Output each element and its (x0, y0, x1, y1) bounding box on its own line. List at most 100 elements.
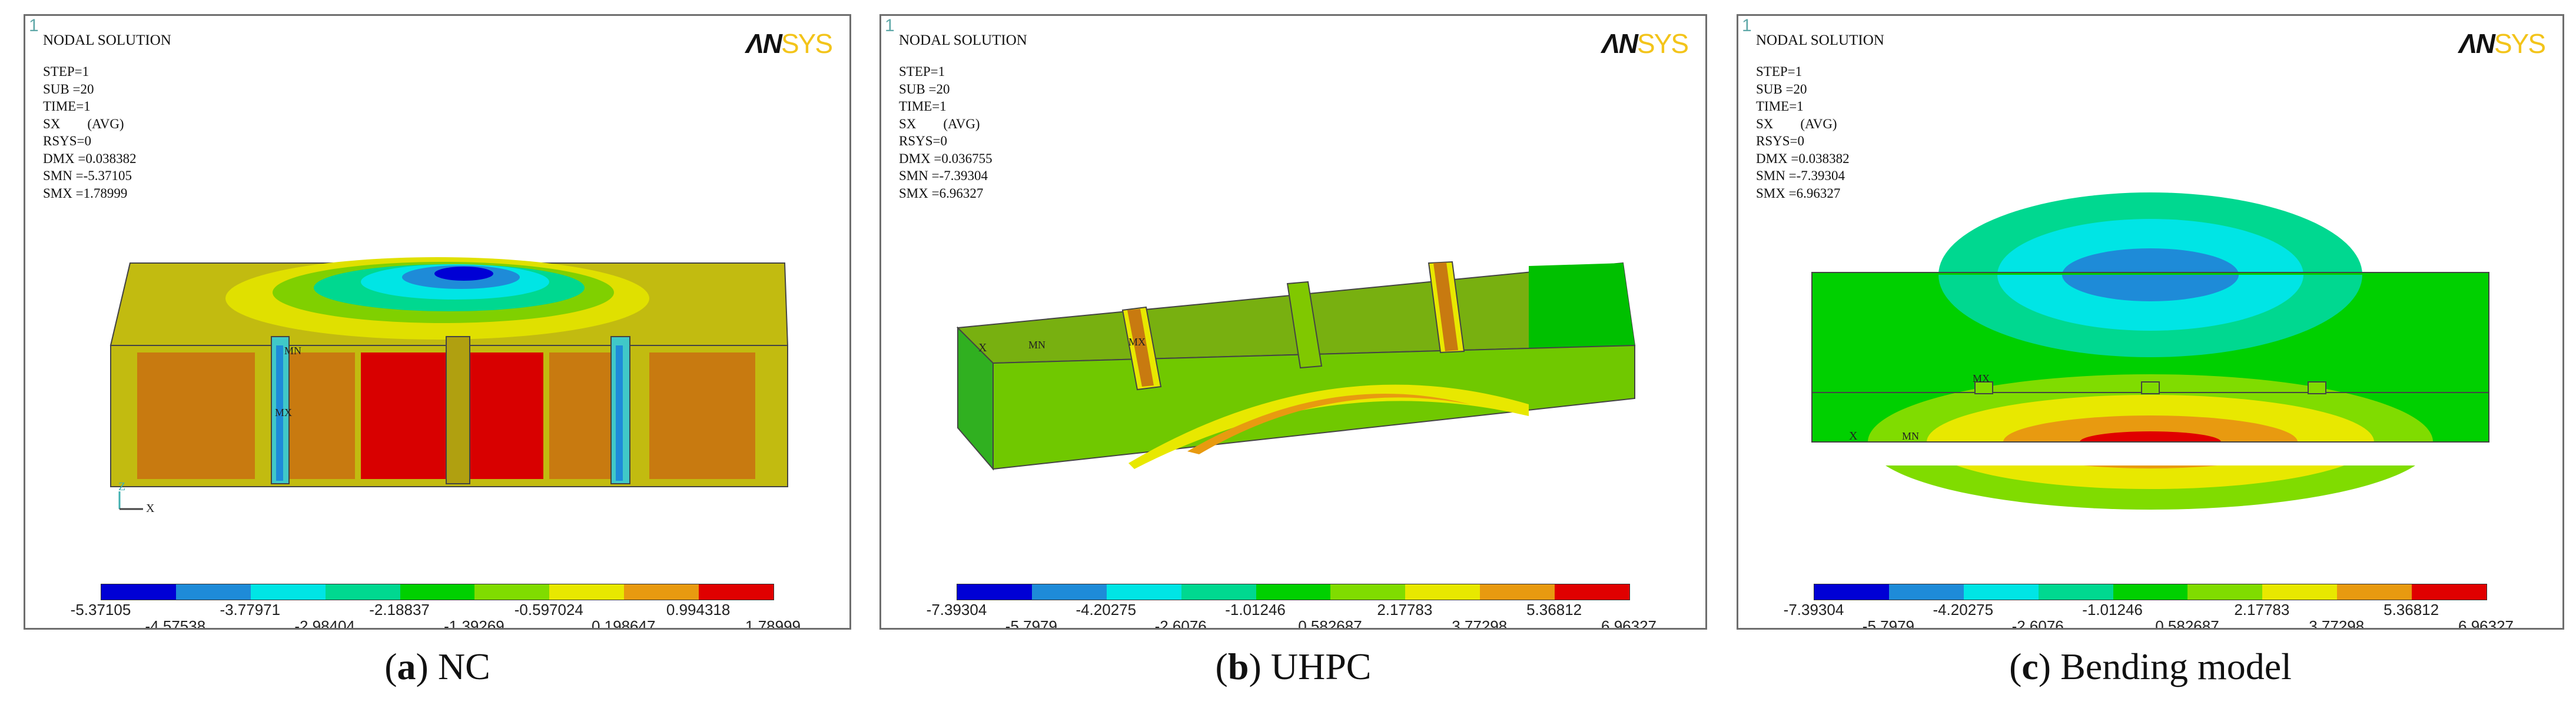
window-number: 1 (1742, 16, 1752, 35)
color-scale-tick-label: -2.6076 (2011, 617, 2064, 630)
dmx-text: DMX =0.036755 (899, 151, 992, 166)
panel-nc: MN MX Z X 1 NODAL SOLUTION STEP=1 SUB =2… (24, 14, 851, 630)
color-scale-segment (2412, 584, 2487, 600)
color-scale-segment (1330, 584, 1406, 600)
color-scale-tick-label: 5.36812 (1526, 601, 1582, 618)
sub-text: SUB =20 (43, 81, 94, 97)
solution-title: NODAL SOLUTION (1756, 32, 1884, 48)
rsys-text: RSYS=0 (899, 134, 948, 148)
color-scale-tick-label: -5.7979 (1005, 617, 1057, 630)
color-scale-segment (1555, 584, 1630, 600)
color-scale-segment (1031, 584, 1107, 600)
color-scale-tick-label: 6.96327 (1601, 617, 1657, 630)
color-scale-tick-label: 1.78999 (745, 617, 801, 630)
panel-bending-model: MX MN X 1 NODAL SOLUTION STEP=1 SUB =20 … (1737, 14, 2564, 630)
step-text: STEP=1 (899, 64, 945, 79)
z-axis-label: Z (118, 480, 125, 493)
nc-beam-model: MN MX Z X (109, 257, 789, 515)
color-scale-segment (699, 584, 774, 600)
color-scale-segment (2262, 584, 2338, 600)
mx-marker: MX (1973, 373, 1990, 384)
solution-title: NODAL SOLUTION (43, 32, 171, 48)
sx-text: SX (AVG) (1756, 116, 1837, 131)
color-scale-tick-label: -5.7979 (1862, 617, 1914, 630)
x-axis-label: X (978, 341, 987, 354)
smx-text: SMX =6.96327 (1756, 185, 1841, 201)
rsys-text: RSYS=0 (1756, 134, 1805, 148)
color-scale-tick-label: 6.96327 (2458, 617, 2514, 630)
color-scale-segment (624, 584, 699, 600)
color-scale-tick-label: -1.01246 (1225, 601, 1286, 618)
color-scale-tick-label: 3.77298 (2309, 617, 2365, 630)
color-scale-segment (1106, 584, 1181, 600)
color-scale-tick-label: 2.17783 (2234, 601, 2290, 618)
color-scale-segment (1814, 584, 1889, 600)
color-scale-segment (2337, 584, 2412, 600)
smn-text: SMN =-5.37105 (43, 168, 132, 183)
color-scale-segment (2187, 584, 2263, 600)
bending-beam-model: MX MN X (1811, 192, 2489, 510)
window-number: 1 (885, 16, 895, 35)
color-scale-tick-label: -2.18837 (369, 601, 430, 618)
time-text: TIME=1 (1756, 99, 1804, 114)
color-scale-segment (101, 584, 176, 600)
color-scale-tick-label: -4.20275 (1933, 601, 1994, 618)
color-scale-tick-label: -0.597024 (514, 601, 583, 618)
sub-text: SUB =20 (899, 81, 950, 97)
color-scale-segment (549, 584, 625, 600)
sx-text: SX (AVG) (899, 116, 980, 131)
ansys-logo: ΛNSYS (1602, 28, 1689, 59)
sx-text: SX (AVG) (43, 116, 124, 131)
mn-marker: MN (1028, 339, 1045, 351)
color-scale-tick-label: -4.57538 (145, 617, 206, 630)
step-text: STEP=1 (1756, 64, 1802, 79)
x-axis-label: X (1849, 430, 1858, 443)
color-scale-tick-label: 5.36812 (2384, 601, 2439, 618)
smn-text: SMN =-7.39304 (899, 168, 988, 183)
color-scale-tick-label: 3.77298 (1452, 617, 1508, 630)
solution-info: STEP=1 SUB =20 TIME=1 SX (AVG) RSYS=0 DM… (899, 63, 992, 202)
time-text: TIME=1 (43, 99, 91, 114)
color-scale-segment (400, 584, 475, 600)
color-scale-segment (1480, 584, 1555, 600)
color-scale-segment (474, 584, 550, 600)
color-scale (957, 584, 1630, 600)
color-scale-tick-label: -2.6076 (1154, 617, 1207, 630)
color-scale-segment (325, 584, 400, 600)
color-scale-tick-label: -2.98404 (294, 617, 355, 630)
color-scale-tick-label: 0.582687 (1298, 617, 1362, 630)
solution-info: STEP=1 SUB =20 TIME=1 SX (AVG) RSYS=0 DM… (1756, 63, 1850, 202)
color-scale-tick-label: -4.20275 (1075, 601, 1137, 618)
caption-b: (b) UHPC (1215, 646, 1372, 687)
panel-uhpc: MN MX X 1 NODAL SOLUTION STEP=1 SUB =20 … (879, 14, 1707, 630)
ansys-logo: ΛNSYS (746, 28, 833, 59)
color-scale-tick-label: -7.39304 (926, 601, 987, 618)
time-text: TIME=1 (899, 99, 947, 114)
ansys-logo: ΛNSYS (2459, 28, 2546, 59)
color-scale-segment (1963, 584, 2039, 600)
x-axis-label: X (146, 502, 155, 515)
color-scale-segment (1181, 584, 1256, 600)
color-scale-segment (1256, 584, 1331, 600)
color-scale (1814, 584, 2487, 600)
mn-marker: MN (284, 345, 301, 357)
color-scale (101, 584, 774, 600)
caption-a: (a) NC (384, 646, 490, 687)
color-scale-segment (1888, 584, 1964, 600)
sub-text: SUB =20 (1756, 81, 1807, 97)
mn-marker: MN (1902, 430, 1919, 442)
color-scale-tick-label: -7.39304 (1783, 601, 1844, 618)
color-scale-segment (957, 584, 1032, 600)
solution-info: STEP=1 SUB =20 TIME=1 SX (AVG) RSYS=0 DM… (43, 63, 137, 202)
color-scale-tick-label: 0.994318 (666, 601, 731, 618)
color-scale-tick-label: -3.77971 (220, 601, 281, 618)
rsys-text: RSYS=0 (43, 134, 92, 148)
caption-c: (c) Bending model (2009, 646, 2292, 687)
color-scale-tick-label: 0.582687 (2155, 617, 2219, 630)
smn-text: SMN =-7.39304 (1756, 168, 1845, 183)
window-number: 1 (29, 16, 39, 35)
color-scale-tick-label: -1.39269 (444, 617, 504, 630)
dmx-text: DMX =0.038382 (1756, 151, 1850, 166)
color-scale-segment (2113, 584, 2188, 600)
mx-marker: MX (1128, 336, 1146, 348)
